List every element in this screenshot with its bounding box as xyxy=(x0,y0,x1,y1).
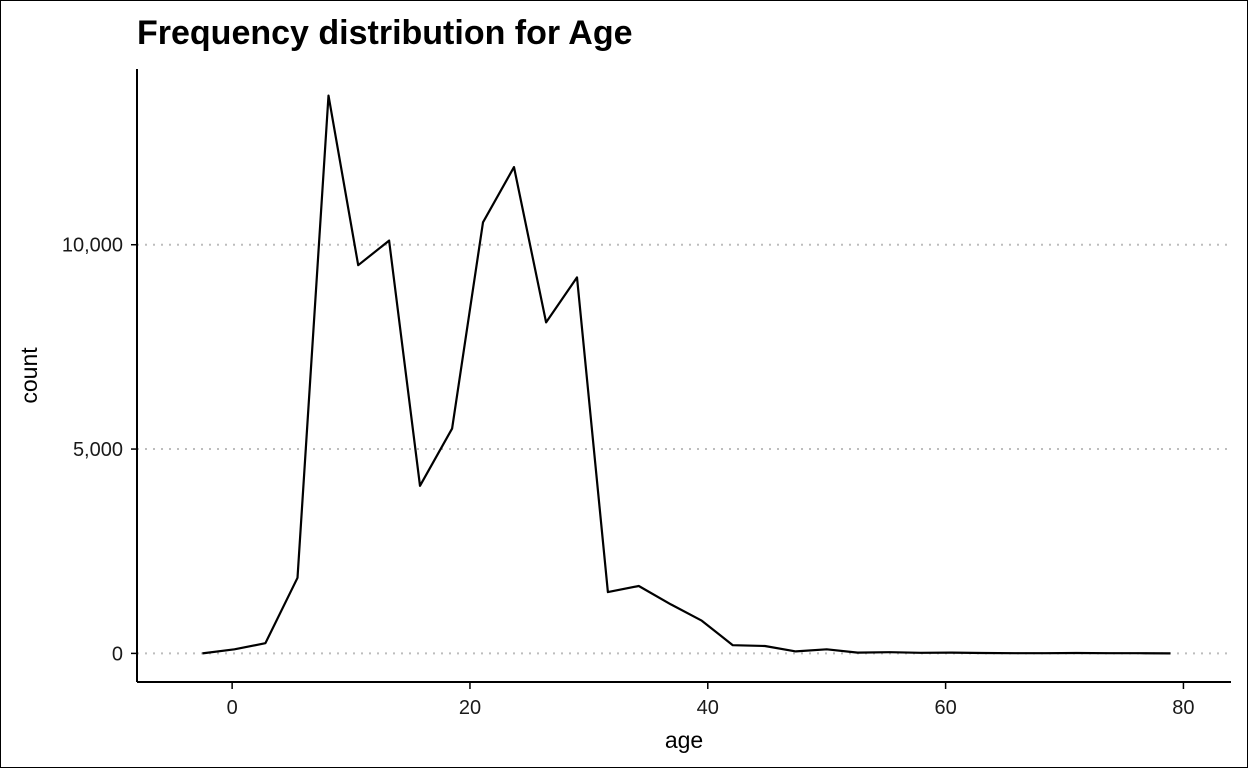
y-axis-title: count xyxy=(16,347,42,404)
x-tick-label-3: 60 xyxy=(934,697,956,719)
grid-layer xyxy=(137,243,1231,655)
x-tick-label-1: 20 xyxy=(459,697,481,719)
x-tick-label-2: 40 xyxy=(697,697,719,719)
x-axis-title: age xyxy=(665,727,703,753)
x-tick-label-4: 80 xyxy=(1172,697,1194,719)
y-tick-label-1: 5,000 xyxy=(73,439,123,461)
series-line-0 xyxy=(202,94,1171,655)
y-tick-label-2: 10,000 xyxy=(62,235,123,257)
tick-layer: 0 5,000 10,000 0 20 40 60 80 xyxy=(62,235,1195,719)
y-tick-label-0: 0 xyxy=(112,643,123,665)
series-layer xyxy=(202,94,1171,655)
chart-title: Frequency distribution for Age xyxy=(137,14,633,52)
x-tick-label-0: 0 xyxy=(227,697,238,719)
